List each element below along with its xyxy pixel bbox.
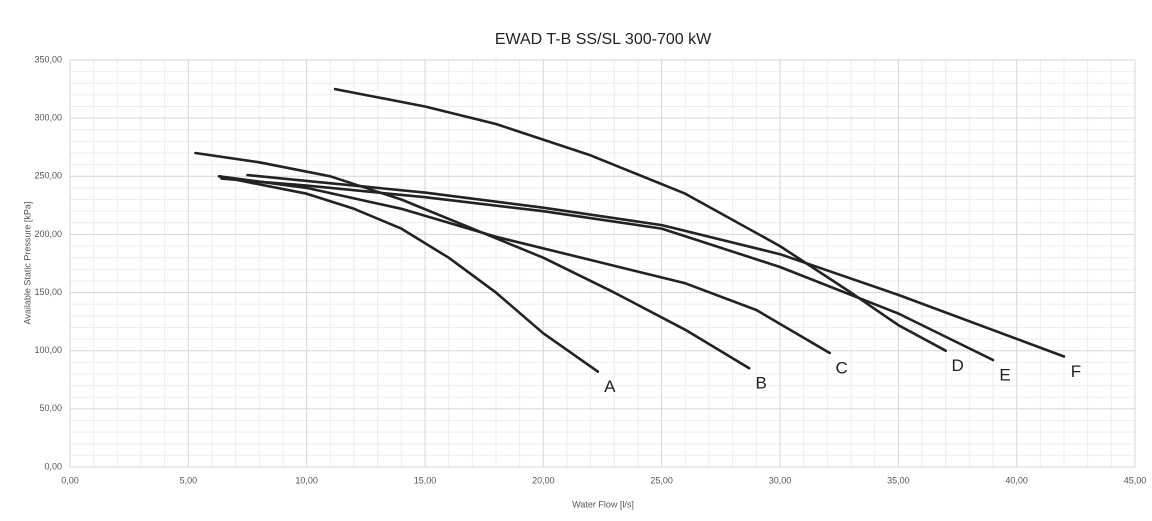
curve-label: B bbox=[756, 374, 767, 393]
y-tick-label: 250,00 bbox=[34, 171, 62, 181]
curve-label: A bbox=[604, 377, 616, 396]
y-tick-label: 200,00 bbox=[34, 229, 62, 239]
x-tick-label: 40,00 bbox=[1005, 475, 1028, 485]
x-tick-label: 10,00 bbox=[295, 475, 318, 485]
x-tick-label: 25,00 bbox=[650, 475, 673, 485]
curve-label: C bbox=[836, 359, 848, 378]
y-tick-label: 350,00 bbox=[34, 54, 62, 64]
chart-title: EWAD T-B SS/SL 300-700 kW bbox=[495, 31, 712, 48]
curve bbox=[333, 87, 947, 352]
y-tick-label: 50,00 bbox=[39, 403, 62, 413]
y-axis-label: Available Static Pressure [kPa] bbox=[22, 202, 32, 325]
y-tick-label: 100,00 bbox=[34, 345, 62, 355]
x-tick-label: 20,00 bbox=[532, 475, 555, 485]
x-tick-label: 35,00 bbox=[887, 475, 910, 485]
curve bbox=[217, 175, 600, 373]
x-tick-label: 30,00 bbox=[769, 475, 792, 485]
curve bbox=[220, 177, 995, 362]
curve bbox=[246, 173, 1066, 358]
curve-label: E bbox=[999, 366, 1010, 385]
y-tick-label: 150,00 bbox=[34, 287, 62, 297]
x-tick-label: 0,00 bbox=[61, 475, 79, 485]
x-tick-label: 5,00 bbox=[180, 475, 198, 485]
curve bbox=[217, 175, 831, 355]
x-tick-label: 15,00 bbox=[414, 475, 437, 485]
curve-label: D bbox=[952, 356, 964, 375]
x-tick-label: 45,00 bbox=[1124, 475, 1147, 485]
y-tick-label: 300,00 bbox=[34, 113, 62, 123]
curve-label: F bbox=[1071, 362, 1081, 381]
y-tick-label: 0,00 bbox=[44, 461, 62, 471]
x-axis-label: Water Flow [l/s] bbox=[572, 499, 634, 509]
